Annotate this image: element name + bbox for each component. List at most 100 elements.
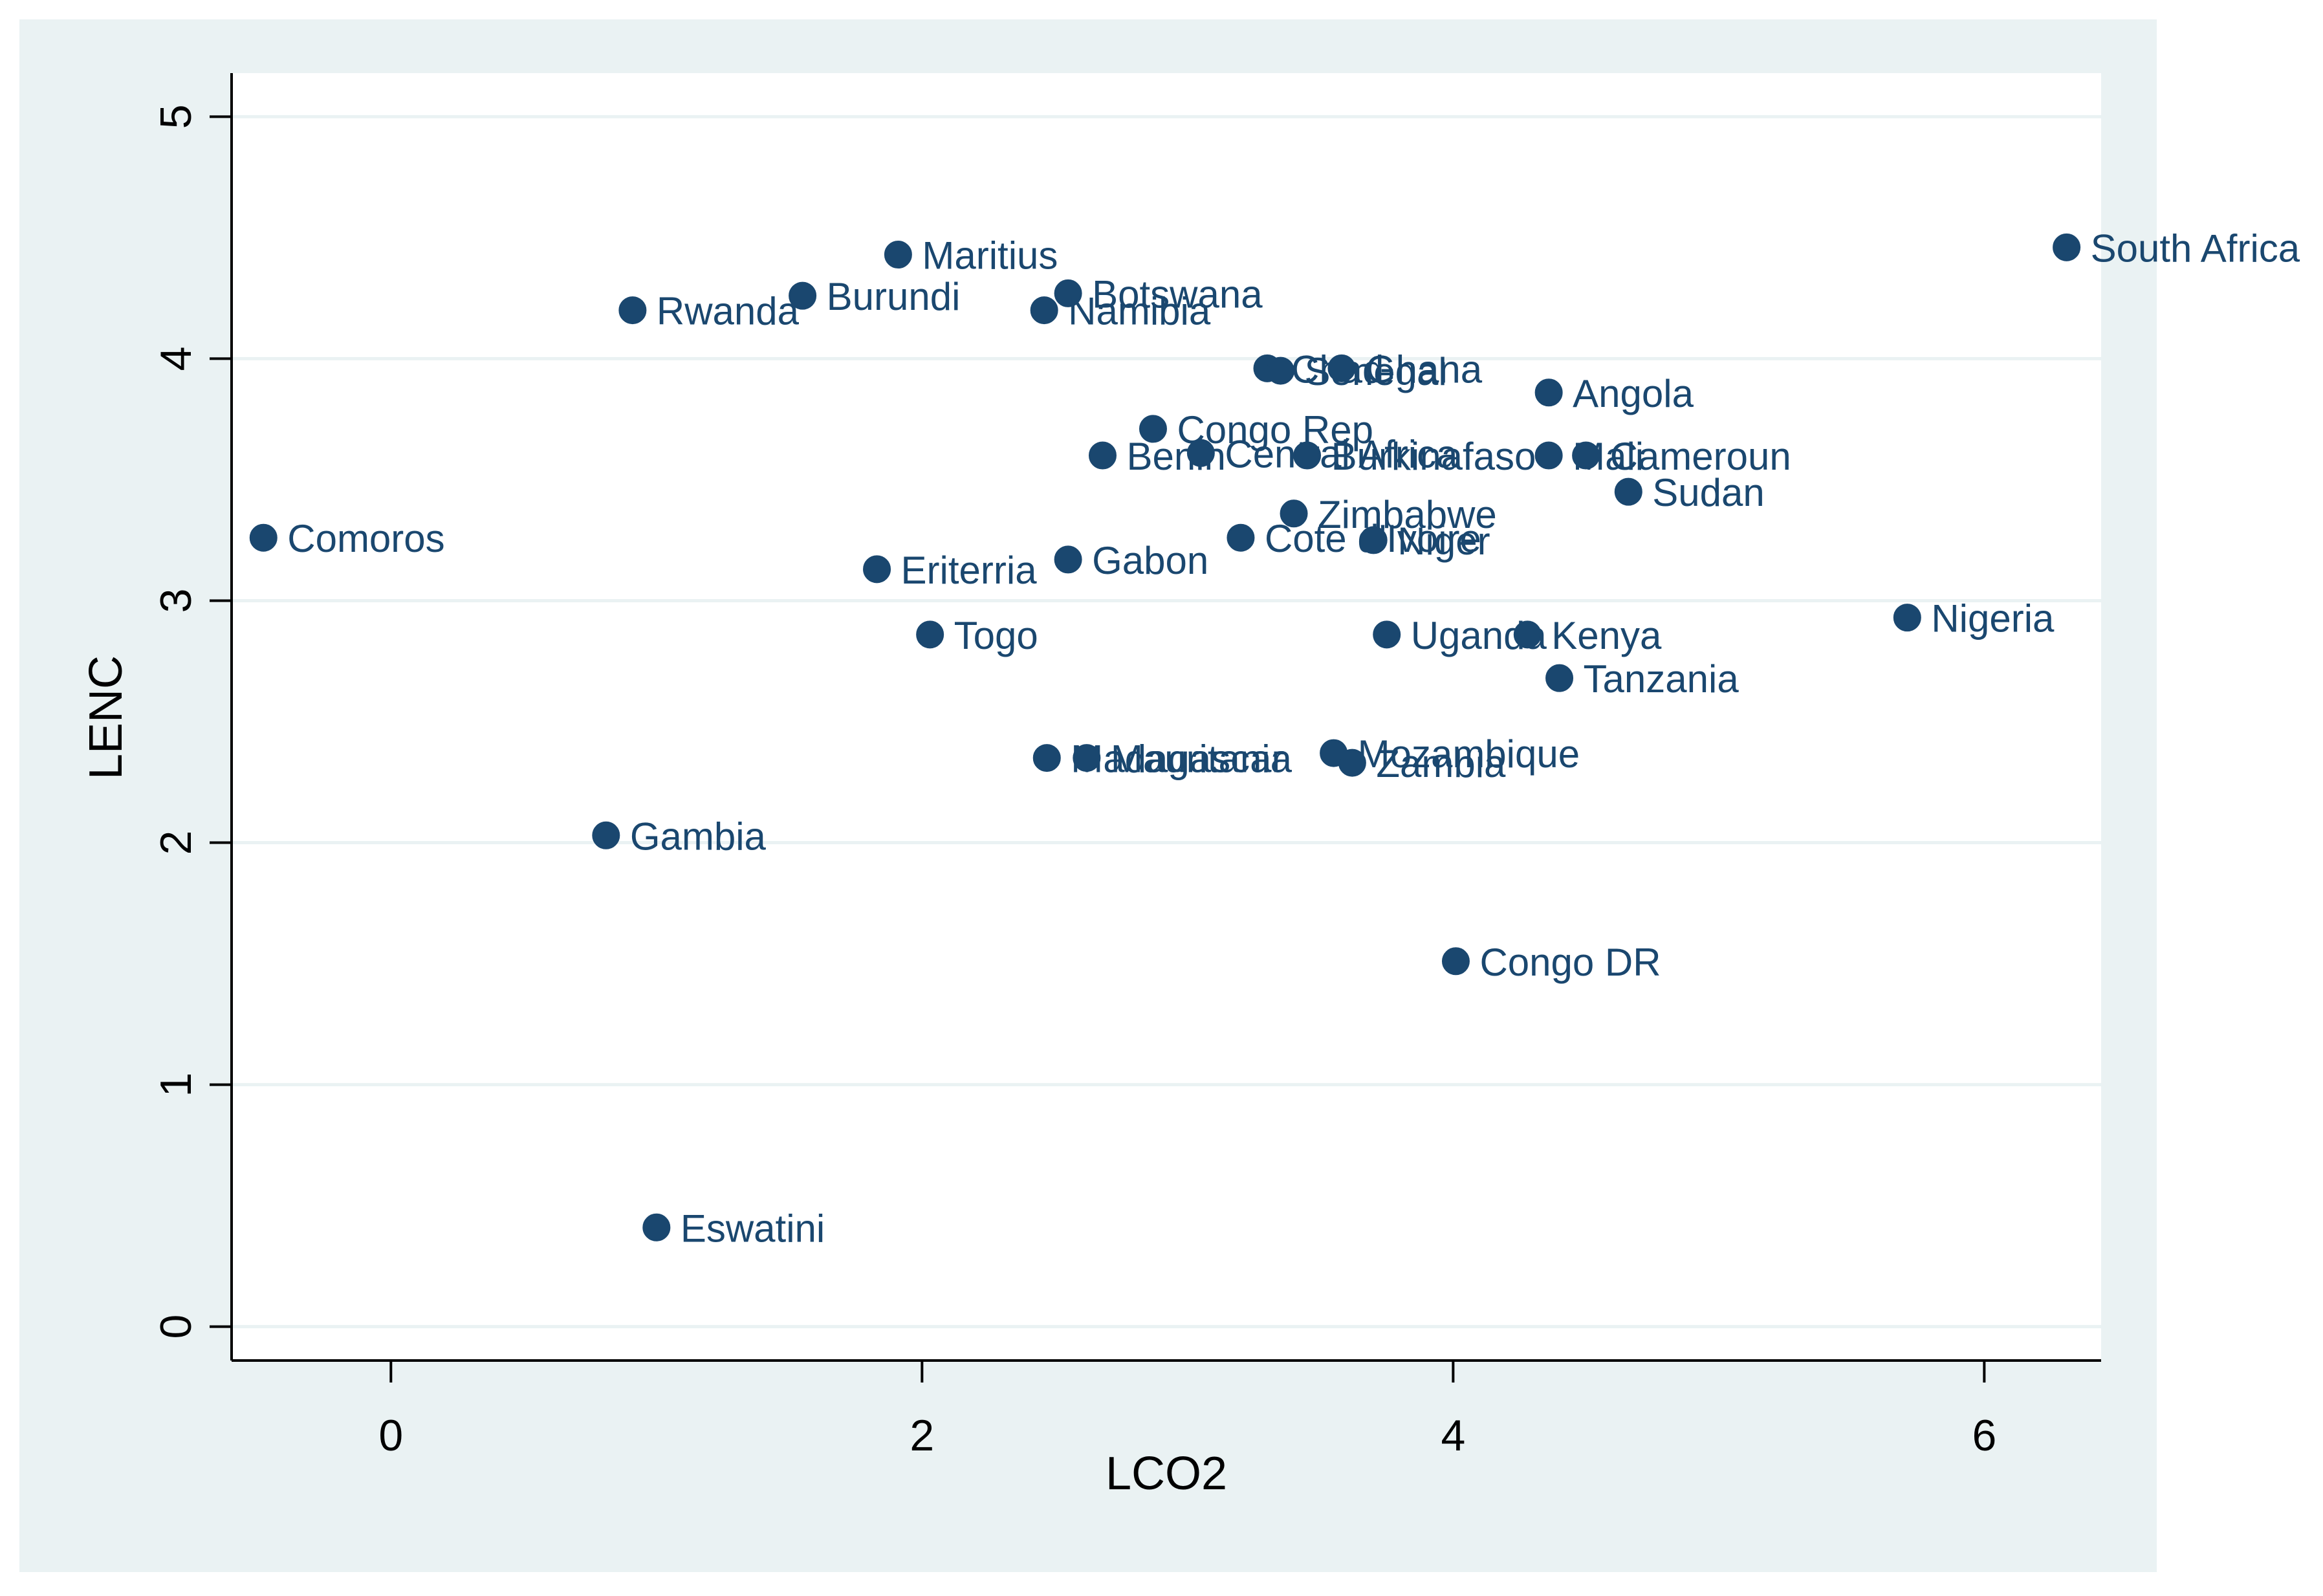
point-marker	[1441, 947, 1470, 976]
data-point: Nigeria	[1893, 597, 2055, 640]
plot-area	[232, 73, 2101, 1361]
point-label: Comoros	[287, 517, 444, 560]
data-point: Togo	[916, 614, 1038, 657]
y-tick-label: 5	[151, 104, 201, 129]
point-marker	[618, 296, 647, 325]
x-axis-title: LCO2	[1106, 1448, 1227, 1500]
y-tick-label: 2	[151, 831, 201, 855]
data-point: Eswatini	[642, 1207, 825, 1250]
point-marker	[916, 620, 944, 649]
data-point: Maritius	[884, 234, 1058, 278]
point-marker	[1572, 441, 1600, 470]
data-point: Sudan	[1614, 471, 1765, 514]
data-point: Angola	[1534, 372, 1694, 415]
point-label: Burkinafaso	[1331, 435, 1536, 478]
point-label: Madagascar	[1071, 738, 1284, 781]
point-label: Namibia	[1068, 290, 1211, 333]
data-point: Eriterria	[863, 549, 1038, 592]
data-point: Burundi	[789, 275, 961, 318]
axes	[230, 73, 2101, 1362]
x-tick-label: 0	[378, 1411, 403, 1460]
point-marker	[592, 821, 620, 849]
data-point: Cameroun	[1572, 435, 1791, 478]
y-tick-label: 0	[151, 1315, 201, 1339]
data-point: Zimbabwe	[1280, 493, 1497, 536]
data-point: Central Africa	[1186, 432, 1458, 476]
point-marker	[1534, 441, 1563, 470]
point-marker	[1545, 664, 1574, 692]
point-marker	[1073, 744, 1101, 772]
point-marker	[642, 1213, 671, 1241]
point-label: South Africa	[2091, 226, 2300, 270]
data-point: Madagascar	[1032, 738, 1284, 781]
data-point: Comoros	[249, 517, 445, 560]
point-marker	[1227, 523, 1255, 552]
point-label: Gambia	[630, 814, 767, 858]
x-tick-label: 2	[910, 1411, 934, 1460]
y-tick-label: 4	[151, 346, 201, 371]
point-label: Togo	[954, 614, 1038, 657]
point-marker	[1054, 545, 1082, 574]
point-label: Sudan	[1652, 471, 1765, 514]
point-label: Eswatini	[681, 1207, 825, 1250]
data-point: South Africa	[2053, 226, 2300, 270]
point-marker	[1280, 499, 1308, 528]
point-marker	[1327, 354, 1356, 382]
data-point: Ghana	[1327, 347, 1483, 391]
data-point: Congo Rep	[1139, 408, 1373, 452]
point-marker	[1139, 415, 1167, 443]
axis-ticks: 0 1 2 3 4 5 0 2 4 6	[151, 104, 1996, 1460]
point-label: Congo DR	[1479, 941, 1661, 984]
point-marker	[1267, 356, 1295, 385]
point-label: Mauritania	[1111, 738, 1292, 781]
point-label: Nigeria	[1931, 597, 2055, 640]
data-point: Gambia	[592, 814, 767, 858]
point-marker	[884, 241, 912, 269]
data-point: Zambia	[1338, 742, 1506, 785]
point-marker	[1054, 279, 1082, 307]
data-point: Mozambique	[1320, 732, 1580, 776]
grid-lines	[232, 115, 2101, 1329]
point-label: Gabon	[1092, 539, 1208, 582]
point-marker	[789, 281, 817, 310]
point-marker	[1534, 378, 1563, 407]
point-label: Zambia	[1376, 742, 1506, 785]
point-marker	[1513, 620, 1542, 649]
point-marker	[1030, 296, 1058, 325]
y-tick-label: 1	[151, 1073, 201, 1097]
point-label: Burundi	[827, 275, 961, 318]
point-label: Eriterria	[901, 549, 1038, 592]
point-label: Cameroun	[1610, 435, 1791, 478]
data-point: Botswana	[1054, 272, 1263, 316]
point-marker	[1359, 526, 1388, 554]
point-marker	[1186, 439, 1215, 467]
point-marker	[1893, 604, 1921, 632]
point-label: Zimbabwe	[1318, 493, 1497, 536]
point-marker	[249, 523, 278, 552]
point-marker	[1032, 744, 1061, 772]
y-axis-title: LENC	[80, 655, 132, 780]
point-label: Botswana	[1092, 272, 1263, 316]
point-marker	[1373, 620, 1401, 649]
data-point: Kenya	[1513, 614, 1662, 657]
data-point: Mauritania	[1073, 738, 1292, 781]
point-label: Angola	[1573, 372, 1694, 415]
x-tick-label: 4	[1441, 1411, 1465, 1460]
point-marker	[2053, 233, 2081, 261]
y-tick-label: 3	[151, 589, 201, 613]
point-label: Niger	[1397, 519, 1490, 563]
data-point: Niger	[1359, 519, 1490, 563]
data-point: Gabon	[1054, 539, 1208, 582]
point-marker	[1338, 749, 1366, 777]
point-marker	[1293, 441, 1322, 470]
point-label: Ghana	[1366, 347, 1483, 391]
data-point: Tanzania	[1545, 657, 1740, 701]
data-point: Rwanda	[618, 290, 800, 333]
point-label: Tanzania	[1584, 657, 1740, 701]
point-label: Rwanda	[657, 290, 800, 333]
data-point: Burkinafaso	[1293, 435, 1536, 478]
point-label: Mozambique	[1358, 732, 1580, 776]
